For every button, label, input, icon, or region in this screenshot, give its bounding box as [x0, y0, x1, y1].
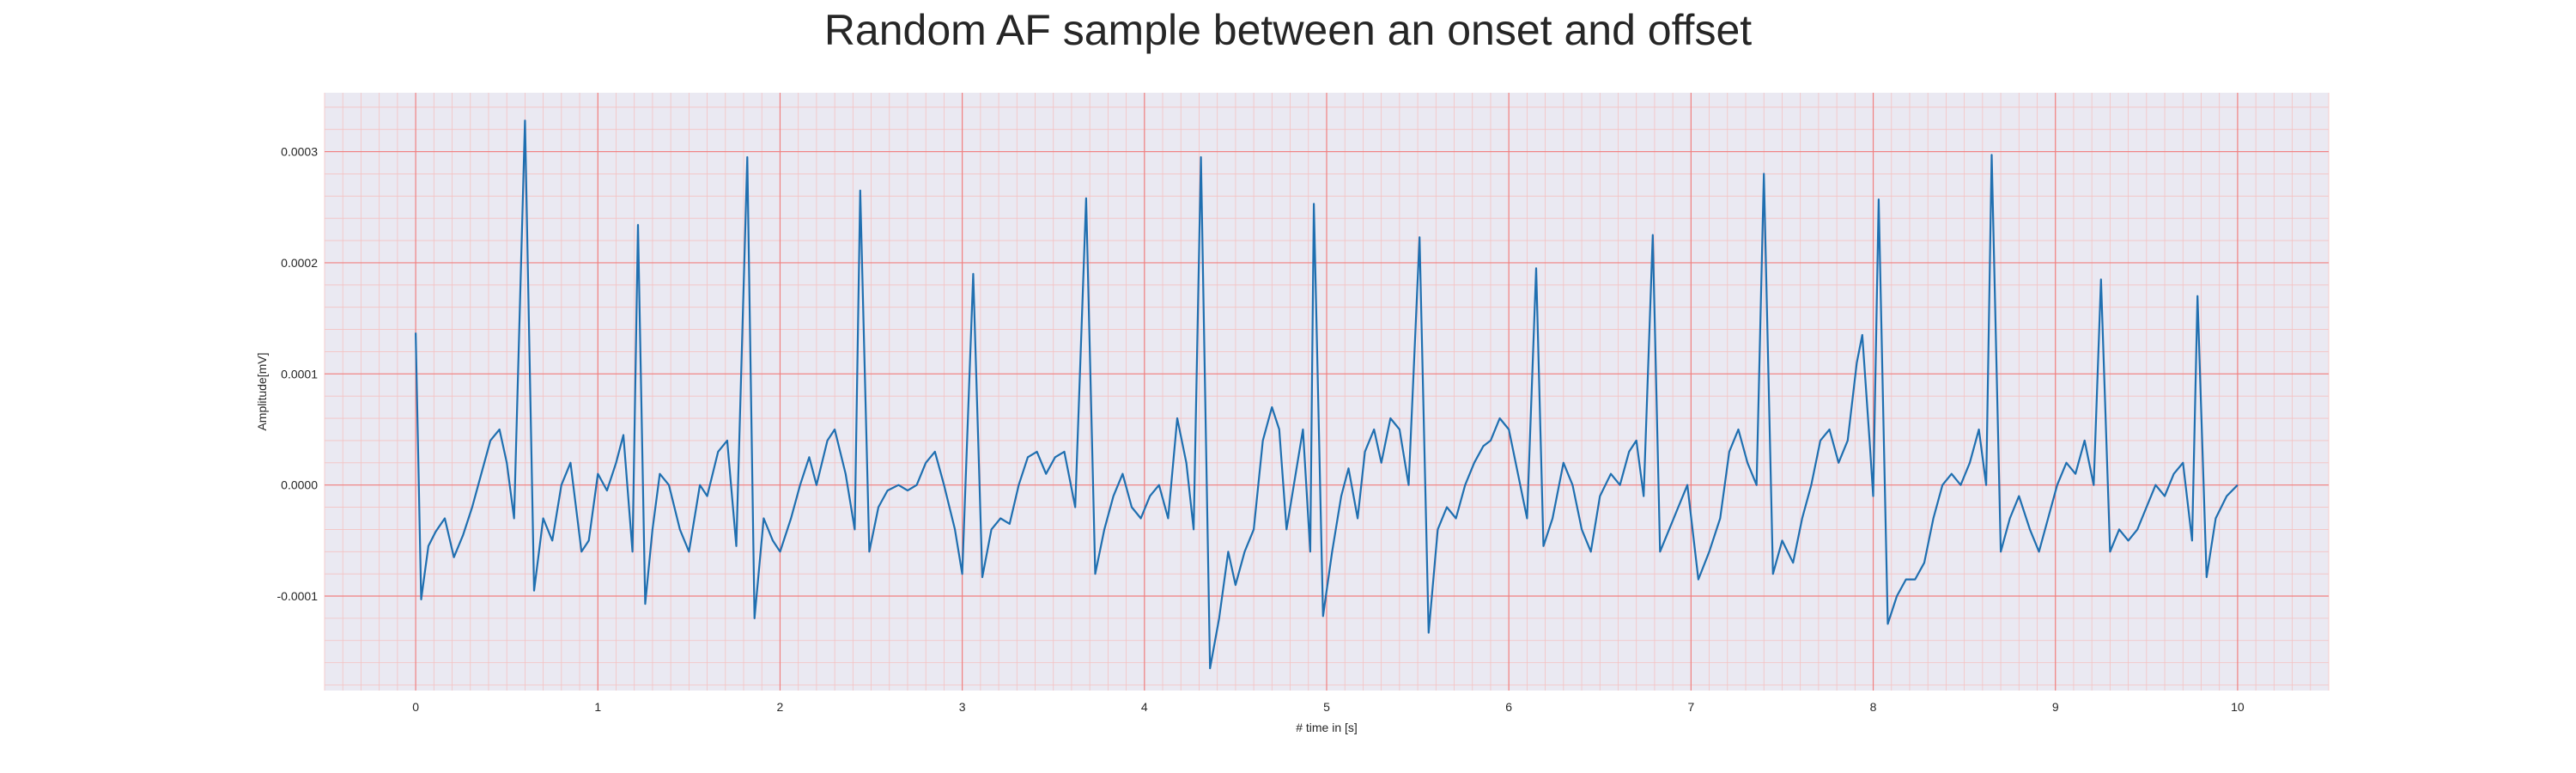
x-tick-label: 4	[1141, 700, 1148, 714]
x-tick-label: 1	[594, 700, 601, 714]
series-line-0	[415, 119, 2239, 670]
major-grid	[325, 93, 2329, 691]
y-tick-label: 0.0001	[281, 367, 318, 380]
x-tick-label: 6	[1505, 700, 1512, 714]
x-tick-label: 0	[412, 700, 419, 714]
x-tick-label: 2	[777, 700, 784, 714]
x-tick-label: 10	[2231, 700, 2245, 714]
x-tick-label: 3	[959, 700, 966, 714]
tick-labels: 0 1 2 3 4 5 6 7 8 9 10 -0.0001 0.0000 0.0001 0.0002 0.0…	[277, 145, 2245, 714]
chart-title: Random AF sample between an onset and of…	[823, 6, 1753, 54]
x-tick-label: 7	[1687, 700, 1694, 714]
x-tick-label: 9	[2052, 700, 2059, 714]
y-axis-label: Amplitude[mV]	[255, 352, 269, 430]
x-axis-label: # time in [s]	[1296, 721, 1358, 734]
x-tick-label: 5	[1323, 700, 1330, 714]
y-tick-label: -0.0001	[277, 589, 319, 603]
y-tick-label: 0.0002	[281, 256, 318, 270]
series-layer	[415, 119, 2239, 670]
y-tick-label: 0.0003	[281, 145, 318, 159]
x-tick-label: 8	[1870, 700, 1877, 714]
y-tick-label: 0.0000	[281, 478, 318, 492]
